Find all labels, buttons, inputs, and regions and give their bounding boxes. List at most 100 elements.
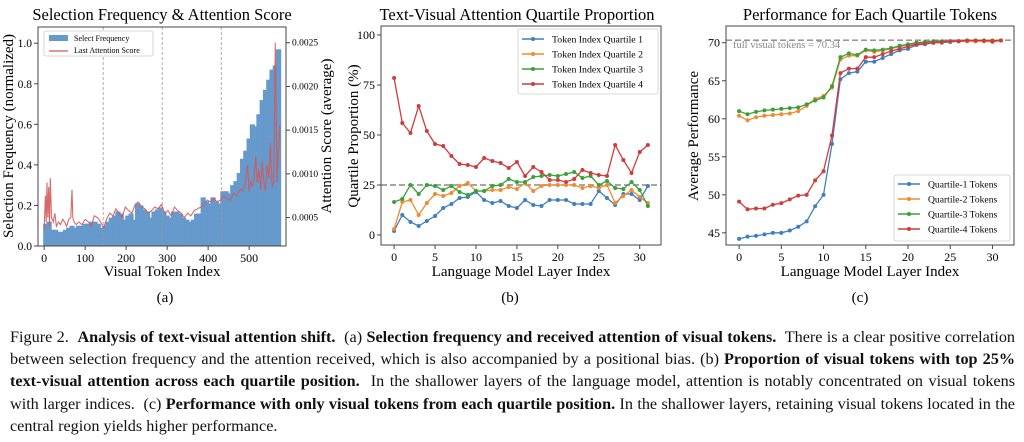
- chart-a-frame: [37, 26, 287, 247]
- bar-select-frequency: [213, 201, 219, 246]
- data-point: [531, 203, 536, 207]
- data-point: [613, 186, 618, 190]
- x-tick-label: 10: [818, 250, 830, 264]
- chart-a-bars: [43, 49, 282, 247]
- figure-charts: Selection Frequency & Attention Score 0 1…: [1, 5, 1015, 306]
- chart-b-xlabel: Language Model Layer Index: [432, 264, 611, 280]
- caption-part-a-heading: Selection frequency and received attenti…: [366, 328, 777, 346]
- data-point: [580, 176, 585, 180]
- data-point: [804, 192, 809, 197]
- data-point: [855, 66, 860, 71]
- data-point: [588, 171, 593, 175]
- bar-select-frequency: [102, 225, 108, 246]
- panel-label-b: (b): [501, 290, 519, 306]
- data-point: [872, 48, 877, 53]
- data-point: [604, 174, 609, 178]
- data-point: [645, 204, 650, 208]
- caption-part-c-heading: Performance with only visual tokens from…: [165, 394, 616, 413]
- data-point: [441, 188, 446, 192]
- data-point: [523, 198, 528, 202]
- data-point: [564, 198, 569, 202]
- data-point: [408, 198, 413, 202]
- x-tick-label: 400: [199, 251, 217, 265]
- bar-select-frequency: [115, 211, 121, 246]
- legend-swatch-marker: [531, 37, 535, 41]
- data-point: [982, 38, 987, 43]
- data-point: [506, 204, 511, 208]
- y-tick-label: 50: [708, 188, 720, 202]
- y-tick-label: 60: [708, 112, 720, 126]
- data-point: [547, 198, 552, 202]
- y-tick-label: 50: [363, 128, 375, 142]
- legend-label: Quartile-3 Tokens: [928, 210, 997, 221]
- chart-c-annotation: full visual tokens = 70.34: [733, 40, 841, 51]
- bar-select-frequency: [75, 225, 82, 246]
- data-point: [531, 175, 536, 179]
- data-point: [596, 186, 601, 190]
- x-tick-label: 0: [41, 251, 47, 265]
- data-point: [855, 69, 860, 74]
- bar-select-frequency: [259, 100, 265, 246]
- data-point: [490, 184, 495, 188]
- data-point: [482, 189, 487, 193]
- bar-select-frequency: [210, 197, 216, 246]
- data-point: [424, 201, 429, 205]
- data-point: [813, 98, 818, 103]
- data-point: [506, 185, 511, 189]
- series-line: [393, 182, 649, 230]
- data-point: [956, 39, 961, 44]
- data-point: [621, 158, 626, 162]
- chart-c-legend-box: [893, 174, 1011, 242]
- data-point: [457, 190, 462, 194]
- bar-select-frequency: [180, 217, 187, 246]
- bar-select-frequency: [177, 213, 183, 246]
- legend-swatch-marker: [907, 227, 911, 231]
- bar-select-frequency: [138, 205, 144, 246]
- data-point: [931, 40, 936, 45]
- data-point: [523, 174, 528, 178]
- data-point: [490, 159, 495, 163]
- data-point: [547, 183, 552, 187]
- chart-a-legend: Select Frequency Last Attention Score: [43, 30, 154, 57]
- data-point: [564, 172, 569, 176]
- x-tick-label: 0: [391, 250, 397, 264]
- data-point: [804, 219, 809, 224]
- data-point: [498, 199, 503, 203]
- bar-select-frequency: [128, 213, 134, 246]
- series-line: [738, 39, 1002, 122]
- data-point: [880, 47, 885, 52]
- data-point: [637, 150, 642, 154]
- chart-a-attention-line: [43, 42, 281, 231]
- y-tick-label: 0: [369, 228, 375, 242]
- data-point: [939, 39, 944, 44]
- caption-part-c-label: (c): [143, 394, 162, 413]
- bar-select-frequency: [56, 231, 62, 246]
- data-point: [539, 174, 544, 178]
- legend-label: Quartile-2 Tokens: [928, 195, 997, 206]
- data-point: [745, 234, 750, 239]
- y-tick-label: 0.2: [18, 200, 33, 212]
- bar-select-frequency: [223, 191, 229, 246]
- data-point: [416, 213, 421, 217]
- data-point: [645, 184, 650, 188]
- data-point: [416, 224, 421, 228]
- data-point: [596, 189, 601, 193]
- data-point: [770, 230, 775, 235]
- data-point: [645, 143, 650, 147]
- data-point: [400, 121, 405, 125]
- data-point: [906, 44, 911, 49]
- bar-select-frequency: [154, 209, 160, 246]
- data-point: [539, 204, 544, 208]
- data-point: [796, 224, 801, 229]
- chart-c-series: [737, 38, 1003, 241]
- data-point: [408, 183, 413, 187]
- bar-select-frequency: [69, 225, 75, 246]
- data-point: [596, 183, 601, 187]
- chart-b-ylabel: Quartile Proportion (%): [346, 64, 362, 207]
- chart-a-title: Selection Frequency & Attention Score: [32, 5, 291, 24]
- x-tick-label: 200: [117, 251, 135, 265]
- legend-label: Select Frequency: [74, 34, 129, 43]
- data-point: [588, 174, 593, 178]
- data-point: [465, 193, 470, 197]
- y-tick-label: 25: [363, 178, 375, 192]
